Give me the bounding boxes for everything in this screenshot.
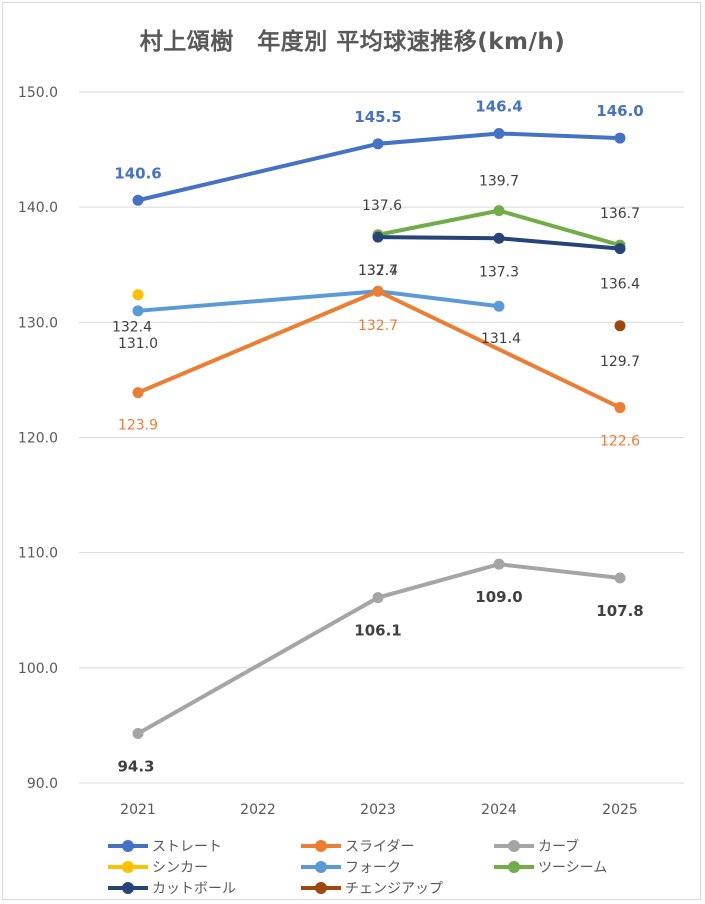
- data-label: 137.4: [358, 263, 398, 279]
- data-label: 139.7: [479, 174, 519, 190]
- data-point: [372, 285, 384, 297]
- x-tick-label: 2022: [240, 802, 276, 818]
- data-point: [132, 194, 144, 206]
- legend-marker: [315, 840, 327, 852]
- legend-item: カットボール: [108, 878, 236, 898]
- data-label: 146.4: [475, 97, 522, 115]
- legend-label: カットボール: [152, 881, 236, 897]
- y-tick-label: 110.0: [18, 546, 58, 562]
- data-point: [493, 300, 505, 312]
- legend-marker: [315, 861, 327, 873]
- data-label: 137.6: [362, 198, 402, 214]
- data-label: 94.3: [117, 757, 154, 775]
- legend-swatch: [301, 878, 341, 898]
- legend-marker: [122, 861, 134, 873]
- data-point: [132, 387, 144, 399]
- data-label: 145.5: [354, 108, 401, 126]
- legend-marker: [122, 840, 134, 852]
- legend-swatch: [494, 857, 534, 877]
- legend-swatch: [494, 836, 534, 856]
- legend-label: ストレート: [152, 839, 222, 855]
- legend-item: スライダー: [301, 836, 414, 856]
- data-point: [614, 243, 626, 255]
- data-point: [132, 305, 144, 317]
- legend-item: シンカー: [108, 857, 208, 877]
- data-label: 140.6: [114, 164, 161, 182]
- data-point: [614, 320, 626, 332]
- legend-item: カーブ: [494, 836, 579, 856]
- legend-marker: [122, 882, 134, 894]
- chart-legend: ストレート スライダー カーブシンカー フォーク ツーシームカットボール チェンジアップ: [108, 836, 668, 902]
- legend-label: カーブ: [538, 839, 580, 855]
- data-label: 136.7: [600, 206, 640, 222]
- data-point: [614, 402, 626, 414]
- x-tick-label: 2023: [360, 802, 396, 818]
- data-label: 132.7: [358, 263, 398, 279]
- x-tick-label: 2021: [120, 802, 156, 818]
- data-label: 132.4: [112, 320, 152, 336]
- legend-swatch: [108, 836, 148, 856]
- data-label: 146.0: [596, 102, 643, 120]
- data-point: [132, 727, 144, 739]
- x-tick-label: 2024: [481, 802, 517, 818]
- legend-marker: [508, 840, 520, 852]
- data-point: [614, 132, 626, 144]
- legend-marker: [315, 882, 327, 894]
- legend-item: ツーシーム: [494, 857, 607, 877]
- data-point: [493, 127, 505, 139]
- legend-label: スライダー: [345, 839, 415, 855]
- data-point: [493, 232, 505, 244]
- data-point: [372, 592, 384, 604]
- data-label: 131.4: [481, 331, 521, 347]
- legend-label: フォーク: [345, 860, 401, 876]
- data-point: [614, 572, 626, 584]
- data-point: [372, 138, 384, 150]
- legend-swatch: [108, 878, 148, 898]
- legend-swatch: [301, 857, 341, 877]
- y-tick-label: 140.0: [18, 200, 58, 216]
- legend-label: シンカー: [152, 860, 208, 876]
- series-line-4: [136, 289, 501, 313]
- legend-label: ツーシーム: [538, 860, 608, 876]
- chart-title: 村上頌樹 年度別 平均球速推移(km/h): [139, 29, 566, 55]
- legend-item: チェンジアップ: [301, 878, 443, 898]
- data-label: 123.9: [118, 418, 158, 434]
- data-label: 129.7: [600, 354, 640, 370]
- y-tick-label: 130.0: [18, 315, 58, 331]
- legend-marker: [508, 861, 520, 873]
- data-label: 137.3: [479, 264, 519, 280]
- y-tick-label: 100.0: [18, 661, 58, 677]
- series-line-1: [136, 289, 622, 410]
- data-label: 132.7: [358, 318, 398, 334]
- data-label: 107.8: [596, 602, 643, 620]
- y-tick-label: 120.0: [18, 431, 58, 447]
- series-line-2: [136, 562, 622, 736]
- data-label: 122.6: [600, 434, 640, 450]
- legend-item: ストレート: [108, 836, 222, 856]
- legend-swatch: [108, 857, 148, 877]
- legend-item: フォーク: [301, 857, 401, 877]
- data-label: 131.0: [118, 336, 158, 352]
- data-point: [132, 289, 144, 301]
- x-tick-label: 2025: [602, 802, 638, 818]
- data-label: 136.4: [600, 277, 640, 293]
- legend-label: チェンジアップ: [345, 881, 443, 897]
- legend-swatch: [301, 836, 341, 856]
- y-tick-label: 150.0: [18, 85, 58, 101]
- y-tick-label: 90.0: [27, 776, 58, 792]
- data-point: [493, 558, 505, 570]
- data-label: 109.0: [475, 588, 522, 606]
- data-point: [493, 205, 505, 217]
- data-label: 106.1: [354, 622, 401, 640]
- series-line-0: [136, 131, 622, 203]
- data-point: [372, 231, 384, 243]
